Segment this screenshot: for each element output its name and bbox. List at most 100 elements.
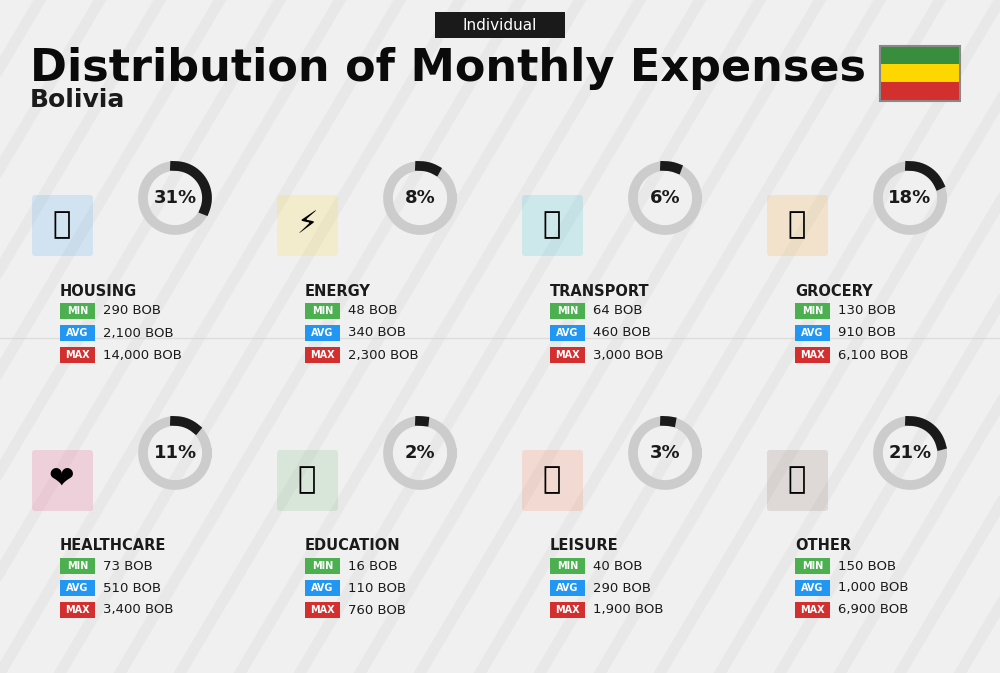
FancyBboxPatch shape [435, 12, 565, 38]
FancyBboxPatch shape [522, 195, 583, 256]
Text: ❤️: ❤️ [49, 466, 75, 495]
FancyBboxPatch shape [880, 82, 960, 100]
FancyBboxPatch shape [795, 303, 830, 319]
Text: 290 BOB: 290 BOB [103, 304, 161, 318]
Text: AVG: AVG [311, 583, 334, 593]
Text: AVG: AVG [556, 583, 579, 593]
FancyBboxPatch shape [522, 450, 583, 511]
Text: 2,300 BOB: 2,300 BOB [348, 349, 419, 361]
Text: AVG: AVG [801, 583, 824, 593]
Text: 3,400 BOB: 3,400 BOB [103, 604, 174, 616]
Text: HOUSING: HOUSING [60, 283, 137, 299]
FancyBboxPatch shape [795, 558, 830, 574]
Text: AVG: AVG [66, 328, 89, 338]
Text: AVG: AVG [801, 328, 824, 338]
Text: 3%: 3% [650, 444, 680, 462]
FancyBboxPatch shape [550, 580, 585, 596]
Text: MIN: MIN [312, 306, 333, 316]
FancyBboxPatch shape [305, 580, 340, 596]
Text: MIN: MIN [67, 306, 88, 316]
FancyBboxPatch shape [60, 602, 95, 618]
FancyBboxPatch shape [795, 602, 830, 618]
Text: LEISURE: LEISURE [550, 538, 619, 553]
FancyBboxPatch shape [550, 602, 585, 618]
FancyBboxPatch shape [60, 303, 95, 319]
Text: AVG: AVG [66, 583, 89, 593]
FancyBboxPatch shape [795, 347, 830, 363]
FancyBboxPatch shape [795, 325, 830, 341]
Text: 460 BOB: 460 BOB [593, 326, 651, 339]
FancyBboxPatch shape [550, 347, 585, 363]
FancyBboxPatch shape [60, 347, 95, 363]
FancyBboxPatch shape [550, 558, 585, 574]
Text: 6,100 BOB: 6,100 BOB [838, 349, 908, 361]
Text: ENERGY: ENERGY [305, 283, 371, 299]
Text: AVG: AVG [311, 328, 334, 338]
FancyBboxPatch shape [550, 325, 585, 341]
Text: 8%: 8% [405, 189, 435, 207]
Text: Individual: Individual [463, 17, 537, 32]
Text: MAX: MAX [555, 350, 580, 360]
Text: MIN: MIN [802, 561, 823, 571]
Text: 11%: 11% [153, 444, 197, 462]
Text: 2,100 BOB: 2,100 BOB [103, 326, 174, 339]
FancyBboxPatch shape [32, 450, 93, 511]
Text: ⚡: ⚡ [296, 211, 318, 240]
Text: OTHER: OTHER [795, 538, 851, 553]
Text: Bolivia: Bolivia [30, 88, 125, 112]
Text: MIN: MIN [557, 306, 578, 316]
FancyBboxPatch shape [60, 325, 95, 341]
Text: MIN: MIN [557, 561, 578, 571]
Text: 40 BOB: 40 BOB [593, 559, 642, 573]
Text: 16 BOB: 16 BOB [348, 559, 398, 573]
FancyBboxPatch shape [32, 195, 93, 256]
Text: EDUCATION: EDUCATION [305, 538, 401, 553]
Text: MAX: MAX [310, 350, 335, 360]
Text: 🛍️: 🛍️ [543, 466, 561, 495]
Text: 6%: 6% [650, 189, 680, 207]
Text: 2%: 2% [405, 444, 435, 462]
FancyBboxPatch shape [305, 347, 340, 363]
Text: 48 BOB: 48 BOB [348, 304, 398, 318]
FancyBboxPatch shape [305, 602, 340, 618]
Text: 110 BOB: 110 BOB [348, 581, 406, 594]
Text: 130 BOB: 130 BOB [838, 304, 896, 318]
Text: MAX: MAX [555, 605, 580, 615]
Text: 31%: 31% [153, 189, 197, 207]
Text: MIN: MIN [67, 561, 88, 571]
FancyBboxPatch shape [767, 195, 828, 256]
Text: 510 BOB: 510 BOB [103, 581, 161, 594]
Text: 910 BOB: 910 BOB [838, 326, 896, 339]
Text: MIN: MIN [312, 561, 333, 571]
Text: 150 BOB: 150 BOB [838, 559, 896, 573]
FancyBboxPatch shape [767, 450, 828, 511]
Text: MAX: MAX [65, 605, 90, 615]
FancyBboxPatch shape [277, 195, 338, 256]
Text: 290 BOB: 290 BOB [593, 581, 651, 594]
Text: 🛒: 🛒 [788, 211, 806, 240]
FancyBboxPatch shape [305, 558, 340, 574]
Text: TRANSPORT: TRANSPORT [550, 283, 650, 299]
Text: 1,000 BOB: 1,000 BOB [838, 581, 908, 594]
FancyBboxPatch shape [60, 558, 95, 574]
Text: MAX: MAX [800, 605, 825, 615]
Text: MAX: MAX [65, 350, 90, 360]
Text: 760 BOB: 760 BOB [348, 604, 406, 616]
FancyBboxPatch shape [277, 450, 338, 511]
Text: 3,000 BOB: 3,000 BOB [593, 349, 664, 361]
Text: 1,900 BOB: 1,900 BOB [593, 604, 664, 616]
FancyBboxPatch shape [305, 303, 340, 319]
Text: 14,000 BOB: 14,000 BOB [103, 349, 182, 361]
Text: MAX: MAX [310, 605, 335, 615]
FancyBboxPatch shape [880, 46, 960, 64]
Text: HEALTHCARE: HEALTHCARE [60, 538, 166, 553]
Text: 🎓: 🎓 [298, 466, 316, 495]
Text: 21%: 21% [888, 444, 932, 462]
Text: 64 BOB: 64 BOB [593, 304, 642, 318]
FancyBboxPatch shape [305, 325, 340, 341]
FancyBboxPatch shape [60, 580, 95, 596]
Text: MIN: MIN [802, 306, 823, 316]
Text: 73 BOB: 73 BOB [103, 559, 153, 573]
Text: 18%: 18% [888, 189, 932, 207]
Text: 🏢: 🏢 [53, 211, 71, 240]
